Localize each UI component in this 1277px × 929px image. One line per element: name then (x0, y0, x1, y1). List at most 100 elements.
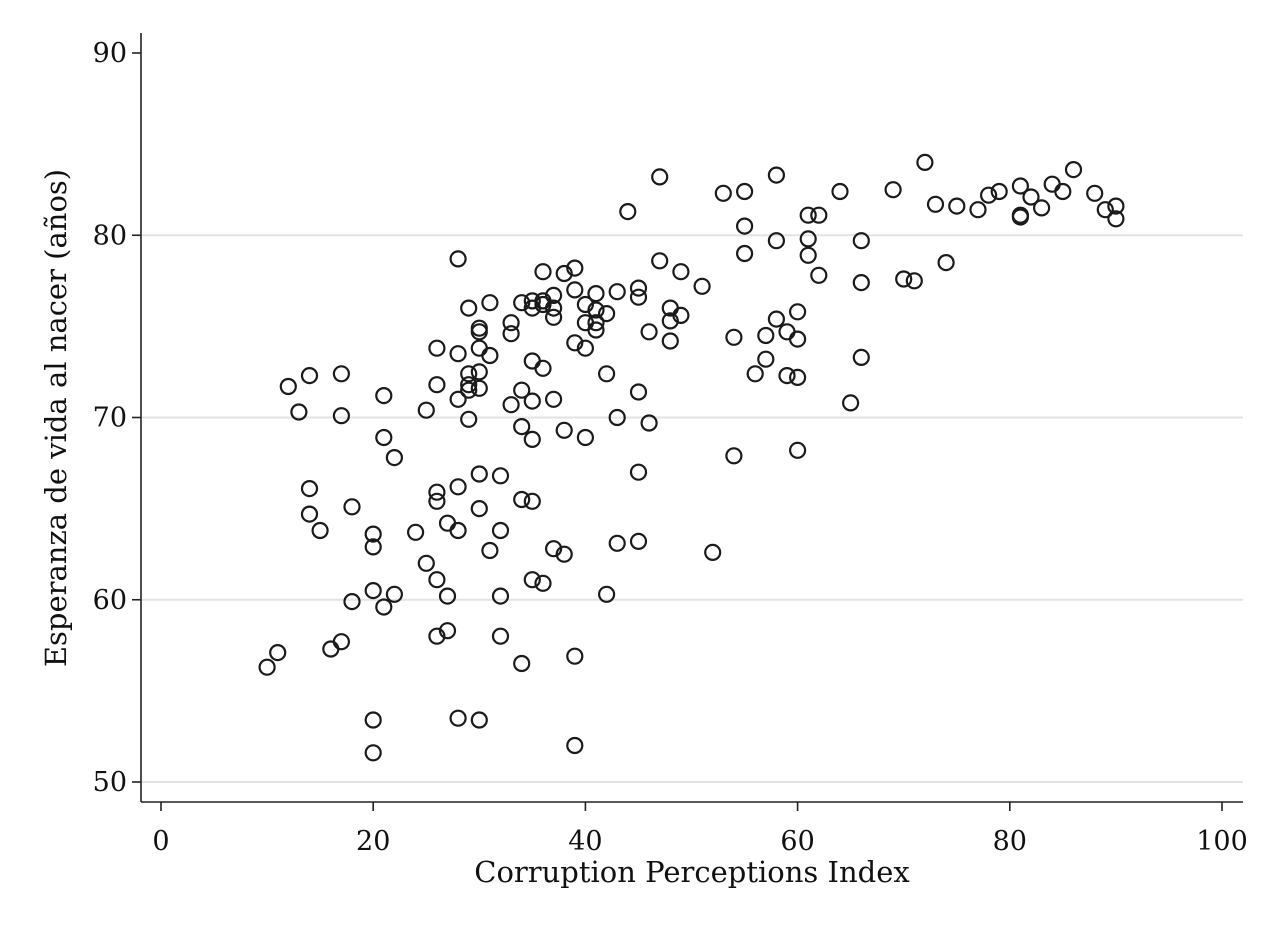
data-point (852, 232, 870, 250)
data-point (428, 627, 446, 645)
data-point (470, 500, 488, 518)
data-point (417, 554, 435, 572)
data-point (544, 286, 563, 304)
data-point (1096, 201, 1114, 219)
data-point (778, 323, 796, 341)
data-point (428, 376, 446, 394)
data-point (460, 376, 478, 394)
data-point (1022, 188, 1040, 206)
y-tick-label: 50 (93, 767, 127, 798)
data-point (364, 525, 382, 543)
data-point (746, 365, 764, 383)
data-point (788, 303, 807, 321)
data-point (608, 534, 626, 552)
data-point (597, 585, 616, 603)
data-point (1011, 208, 1030, 226)
data-points (258, 153, 1125, 762)
y-tick-label: 80 (93, 220, 127, 251)
data-point (300, 480, 319, 498)
data-point (534, 263, 552, 281)
data-point (502, 314, 520, 332)
data-point (523, 392, 541, 410)
data-point (332, 407, 350, 425)
data-point (513, 418, 531, 436)
data-point (364, 744, 382, 762)
data-point (651, 168, 669, 186)
data-point (576, 339, 595, 357)
y-tick-label: 70 (93, 403, 127, 434)
data-point (587, 285, 605, 303)
data-point (1054, 182, 1072, 201)
data-point (640, 323, 658, 341)
data-point (523, 292, 541, 310)
data-point (788, 441, 807, 459)
y-axis-title: Esperanza de vida al nacer (años) (39, 169, 73, 667)
x-tick-label: 40 (568, 826, 602, 857)
data-point (799, 230, 817, 248)
data-point (566, 281, 584, 299)
data-point (322, 640, 340, 658)
data-point (502, 325, 520, 343)
data-point (566, 647, 584, 665)
data-point (513, 490, 531, 509)
data-point (661, 312, 679, 330)
data-point (290, 403, 308, 421)
data-point (587, 314, 605, 332)
data-point (990, 182, 1008, 201)
data-point (555, 421, 573, 439)
data-point (375, 598, 393, 616)
data-point (597, 305, 616, 323)
data-point (428, 483, 446, 501)
data-point (555, 545, 573, 563)
data-point (704, 543, 722, 562)
data-point (343, 592, 361, 611)
data-point (449, 521, 467, 540)
data-point (449, 250, 467, 268)
data-point (460, 299, 478, 317)
data-point (481, 294, 499, 312)
data-point (884, 181, 902, 199)
data-point (523, 430, 541, 448)
data-point (385, 585, 403, 603)
data-point (576, 295, 595, 314)
data-point (460, 410, 478, 428)
data-point (799, 206, 817, 224)
data-point (629, 288, 648, 306)
data-point (491, 521, 510, 540)
data-point (375, 428, 393, 447)
data-point (534, 359, 552, 377)
data-point (428, 571, 446, 589)
data-point (364, 711, 382, 729)
data-point (364, 538, 382, 556)
data-point (619, 203, 637, 221)
data-point (491, 627, 510, 645)
data-point (1011, 177, 1030, 195)
data-point (810, 206, 828, 224)
data-point (332, 633, 350, 651)
data-point (544, 540, 563, 558)
data-point (852, 274, 870, 292)
data-point (417, 401, 435, 419)
axis-ticks: 50 60 70 80 90 0 20 40 60 80 100 (93, 38, 1248, 857)
data-point (714, 184, 732, 202)
data-point (969, 201, 987, 219)
data-point (1107, 210, 1125, 228)
data-point (767, 232, 786, 250)
data-point (491, 467, 510, 485)
data-point (566, 259, 584, 277)
data-point (799, 246, 817, 264)
data-point (544, 308, 563, 326)
data-point (661, 332, 679, 350)
data-point (544, 299, 563, 317)
data-point (778, 367, 796, 385)
data-point (449, 478, 467, 496)
data-point (523, 492, 541, 510)
data-point (544, 390, 563, 408)
data-point (258, 658, 276, 676)
data-point (672, 306, 690, 324)
data-point (470, 323, 488, 341)
data-point (534, 295, 552, 314)
data-point (470, 465, 488, 483)
data-point (449, 390, 467, 408)
